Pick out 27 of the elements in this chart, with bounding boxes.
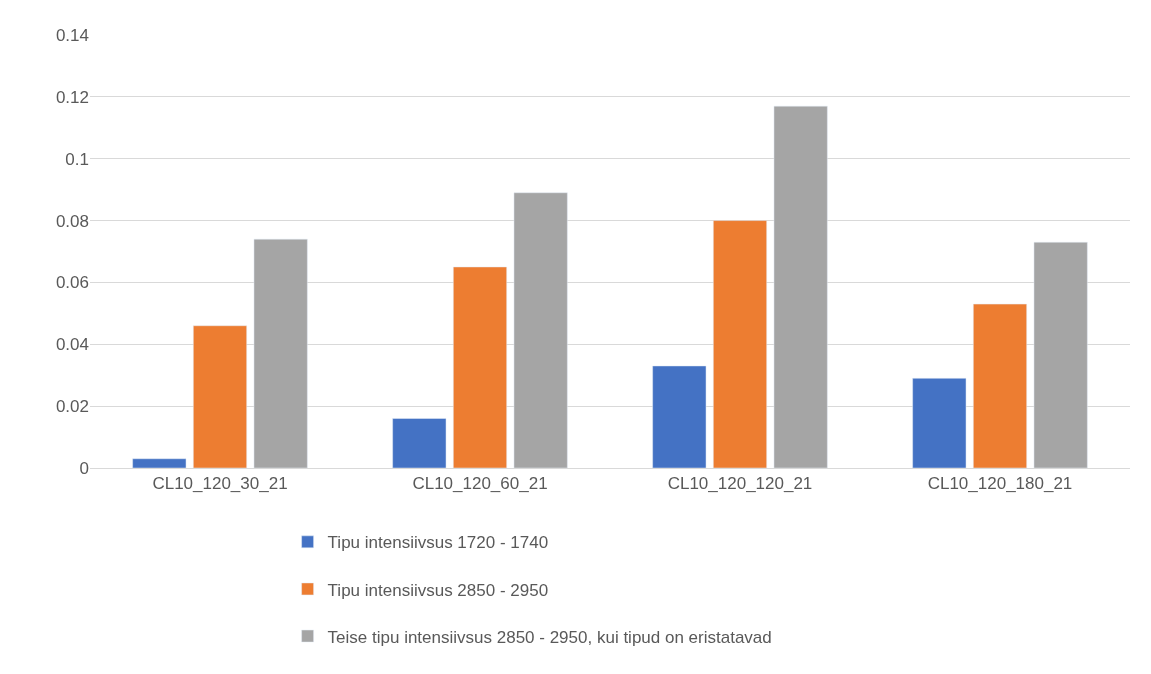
x-tick-label: CL10_120_60_21 (412, 474, 548, 494)
y-tick-label: 0.06 (55, 273, 89, 293)
y-tick-label: 0 (79, 458, 89, 478)
x-tick-label: CL10_120_120_21 (667, 474, 813, 494)
bar (973, 303, 1027, 468)
bar (132, 458, 187, 468)
x-tick-label: CL10_120_180_21 (927, 474, 1073, 494)
bar (652, 365, 707, 468)
y-tick-label: 0.02 (55, 397, 89, 417)
legend-label: Teise tipu intensiivsus 2850 - 2950, kui tipud on eristatavad (327, 627, 772, 647)
y-tick-label: 0.08 (55, 211, 89, 231)
y-tick-label: 0.1 (65, 149, 89, 169)
y-tick-label: 0.04 (55, 335, 89, 355)
bar (513, 192, 568, 468)
legend-label: Tipu intensiivsus 2850 - 2950 (327, 580, 549, 600)
bar (773, 105, 828, 468)
bar (1033, 241, 1088, 468)
x-tick-label: CL10_120_30_21 (152, 474, 288, 494)
bar (253, 238, 308, 468)
legend-label: Tipu intensiivsus 1720 - 1740 (327, 533, 549, 553)
bar (912, 378, 967, 468)
bar (453, 266, 507, 468)
y-tick-label: 0.12 (55, 87, 89, 107)
y-tick-label: 0.14 (55, 25, 89, 45)
bar (713, 220, 767, 468)
bar (193, 325, 247, 468)
bar (392, 418, 447, 468)
